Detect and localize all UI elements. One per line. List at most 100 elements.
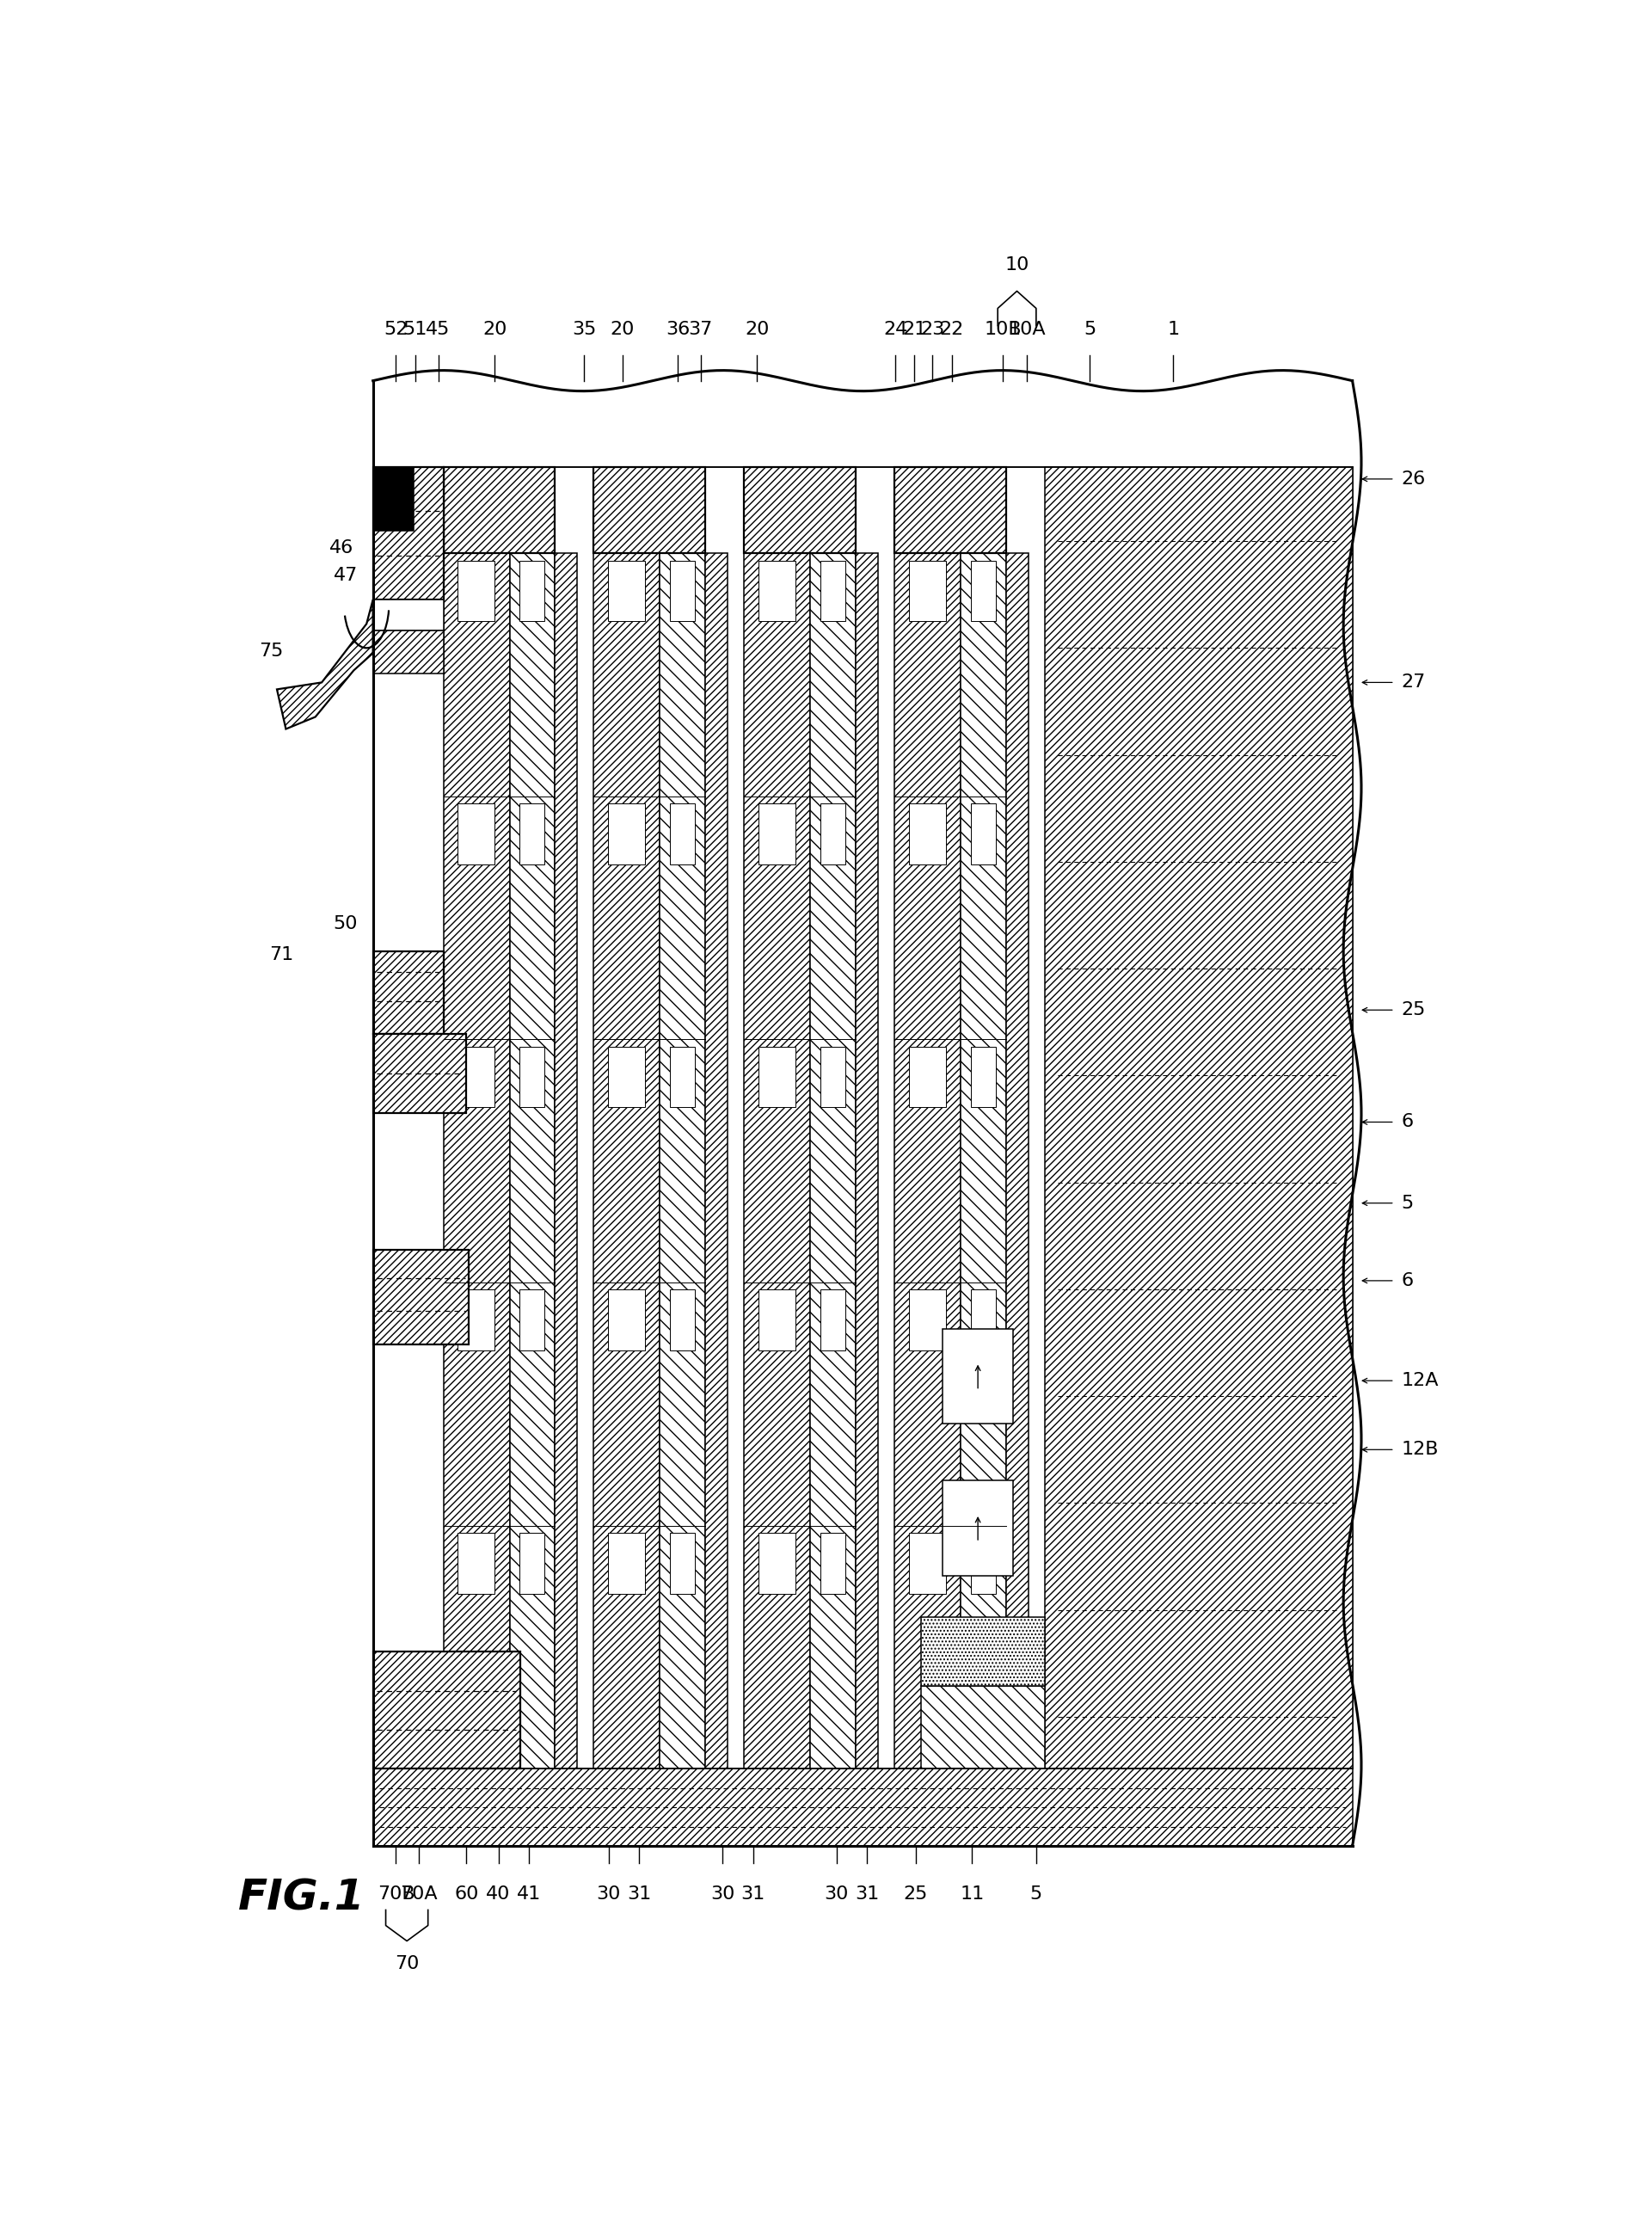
Bar bbox=[373, 1034, 466, 1113]
Text: 30: 30 bbox=[596, 1885, 621, 1903]
Bar bbox=[373, 952, 443, 1034]
Text: 24: 24 bbox=[884, 320, 907, 338]
Text: 6: 6 bbox=[1401, 1272, 1412, 1290]
Text: 6: 6 bbox=[1401, 1113, 1412, 1131]
Text: 25: 25 bbox=[1401, 1001, 1426, 1019]
Text: 40: 40 bbox=[486, 1885, 510, 1903]
Bar bbox=[671, 804, 695, 864]
Bar bbox=[458, 1046, 494, 1108]
Bar bbox=[758, 1046, 795, 1108]
Bar bbox=[743, 553, 811, 1769]
Bar bbox=[443, 468, 555, 553]
Bar bbox=[811, 553, 856, 1769]
Text: 46: 46 bbox=[329, 540, 354, 558]
Bar bbox=[856, 553, 877, 1769]
Bar bbox=[971, 1046, 996, 1108]
Text: 36: 36 bbox=[666, 320, 691, 338]
Bar bbox=[1006, 553, 1028, 1769]
Bar bbox=[971, 804, 996, 864]
Bar bbox=[458, 804, 494, 864]
Text: 71: 71 bbox=[269, 947, 294, 963]
Text: 23: 23 bbox=[920, 320, 945, 338]
Bar bbox=[895, 553, 961, 1769]
Bar bbox=[458, 1534, 494, 1594]
Bar bbox=[821, 804, 846, 864]
Text: 22: 22 bbox=[940, 320, 963, 338]
Bar bbox=[758, 1290, 795, 1350]
Bar bbox=[458, 560, 494, 620]
Bar bbox=[671, 1290, 695, 1350]
Polygon shape bbox=[278, 600, 373, 730]
Bar bbox=[909, 1290, 945, 1350]
Text: 5: 5 bbox=[1029, 1885, 1042, 1903]
Bar bbox=[519, 1534, 544, 1594]
Bar bbox=[443, 553, 509, 1769]
Bar bbox=[373, 468, 415, 531]
Text: 20: 20 bbox=[610, 320, 634, 338]
Text: 60: 60 bbox=[454, 1885, 479, 1903]
Text: 5: 5 bbox=[1084, 320, 1095, 338]
Bar bbox=[519, 1046, 544, 1108]
Bar bbox=[971, 560, 996, 620]
Bar bbox=[671, 1534, 695, 1594]
Bar bbox=[705, 553, 727, 1769]
Bar bbox=[909, 1534, 945, 1594]
Text: 31: 31 bbox=[628, 1885, 651, 1903]
Bar bbox=[519, 1290, 544, 1350]
Bar bbox=[909, 804, 945, 864]
Text: 31: 31 bbox=[856, 1885, 879, 1903]
Bar bbox=[1046, 468, 1353, 1769]
Text: 20: 20 bbox=[745, 320, 770, 338]
Text: 75: 75 bbox=[259, 643, 284, 661]
Bar bbox=[661, 553, 705, 1769]
Text: 30: 30 bbox=[824, 1885, 849, 1903]
Bar bbox=[555, 553, 577, 1769]
Bar bbox=[458, 1290, 494, 1350]
Bar bbox=[373, 468, 443, 600]
Bar bbox=[608, 1534, 644, 1594]
Text: 41: 41 bbox=[517, 1885, 542, 1903]
Bar bbox=[920, 1686, 1046, 1769]
Text: 26: 26 bbox=[1401, 470, 1426, 488]
Text: 70: 70 bbox=[395, 1955, 420, 1973]
Bar bbox=[608, 1046, 644, 1108]
Bar bbox=[593, 468, 705, 553]
Text: 47: 47 bbox=[334, 566, 357, 584]
Bar bbox=[509, 553, 555, 1769]
Bar bbox=[758, 804, 795, 864]
Text: 10: 10 bbox=[1004, 257, 1029, 273]
Text: 45: 45 bbox=[426, 320, 451, 338]
Text: 50: 50 bbox=[334, 916, 357, 931]
Text: FIG.1: FIG.1 bbox=[238, 1876, 365, 1919]
Bar bbox=[943, 1330, 1013, 1424]
Bar bbox=[909, 560, 945, 620]
Bar bbox=[943, 1480, 1013, 1576]
Bar bbox=[373, 468, 1353, 1769]
Bar bbox=[821, 1534, 846, 1594]
Text: 70B: 70B bbox=[377, 1885, 415, 1903]
Bar bbox=[593, 553, 661, 1769]
Bar bbox=[743, 468, 856, 553]
Text: 11: 11 bbox=[960, 1885, 985, 1903]
Text: 21: 21 bbox=[902, 320, 927, 338]
Text: 10B: 10B bbox=[985, 320, 1021, 338]
Bar bbox=[519, 560, 544, 620]
Bar bbox=[909, 1046, 945, 1108]
Text: 12B: 12B bbox=[1401, 1442, 1439, 1458]
Bar bbox=[961, 553, 1006, 1769]
Bar bbox=[373, 1249, 469, 1343]
Text: 30: 30 bbox=[710, 1885, 735, 1903]
Bar bbox=[758, 1534, 795, 1594]
Bar bbox=[671, 560, 695, 620]
Bar bbox=[519, 804, 544, 864]
Text: 31: 31 bbox=[742, 1885, 765, 1903]
Text: 20: 20 bbox=[482, 320, 507, 338]
Bar bbox=[971, 1534, 996, 1594]
Text: 51: 51 bbox=[403, 320, 428, 338]
Text: 35: 35 bbox=[572, 320, 596, 338]
Bar bbox=[373, 600, 443, 631]
Text: 5: 5 bbox=[1401, 1193, 1412, 1211]
Bar bbox=[920, 1617, 1046, 1686]
Bar bbox=[373, 1769, 1353, 1847]
Bar bbox=[671, 1046, 695, 1108]
